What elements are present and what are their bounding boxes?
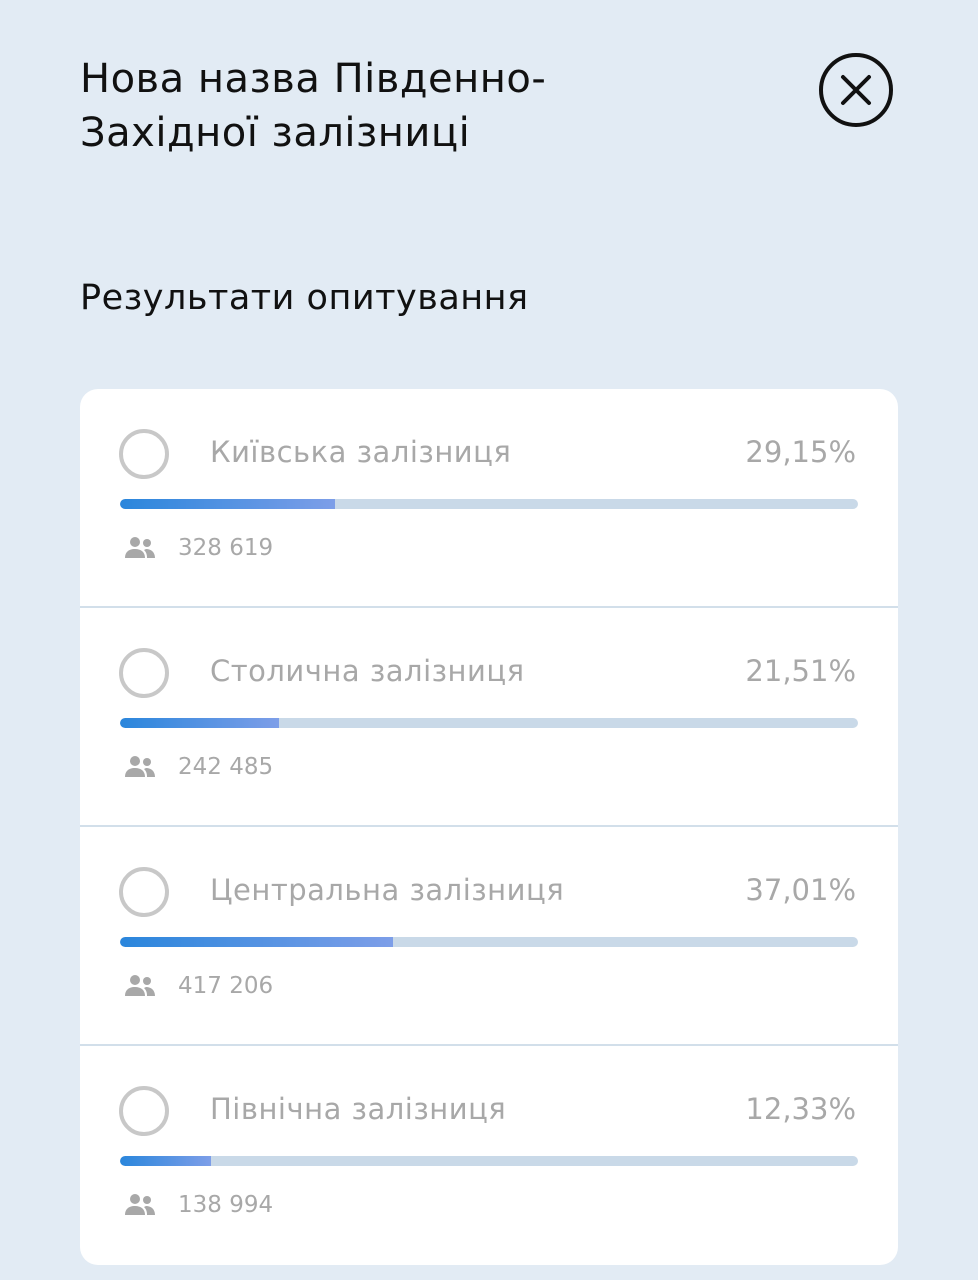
poll-option[interactable]: Київська залізниця 29,15% 328 619: [80, 389, 898, 608]
poll-option[interactable]: Центральна залізниця 37,01% 417 206: [80, 827, 898, 1046]
option-percent: 29,15%: [745, 435, 856, 469]
progress-track: [120, 1156, 858, 1166]
close-icon: [841, 75, 871, 105]
people-icon: [125, 537, 155, 558]
radio-button[interactable]: [119, 429, 169, 479]
poll-subtitle: Результати опитування: [80, 278, 529, 318]
poll-results-card: Київська залізниця 29,15% 328 619 Столич…: [80, 389, 898, 1265]
poll-option[interactable]: Столична залізниця 21,51% 242 485: [80, 608, 898, 827]
vote-count: 328 619: [178, 535, 274, 561]
poll-title: Нова назва Південно-Західної залізниці: [80, 56, 547, 156]
radio-button[interactable]: [119, 1086, 169, 1136]
progress-fill: [120, 718, 279, 728]
progress-track: [120, 937, 858, 947]
radio-button[interactable]: [119, 648, 169, 698]
radio-button[interactable]: [119, 867, 169, 917]
poll-option[interactable]: Північна залізниця 12,33% 138 994: [80, 1046, 898, 1265]
option-percent: 21,51%: [745, 654, 856, 688]
voters: 242 485: [124, 754, 273, 780]
option-percent: 12,33%: [745, 1092, 856, 1126]
option-percent: 37,01%: [745, 873, 856, 907]
progress-track: [120, 718, 858, 728]
voters: 417 206: [124, 973, 273, 999]
voters: 328 619: [124, 535, 273, 561]
vote-count: 138 994: [178, 1192, 274, 1218]
option-label: Центральна залізниця: [210, 873, 565, 907]
option-label: Північна залізниця: [210, 1092, 507, 1126]
people-icon: [125, 1194, 155, 1215]
people-icon: [125, 756, 155, 777]
vote-count: 417 206: [178, 973, 274, 999]
progress-track: [120, 499, 858, 509]
progress-fill: [120, 499, 336, 509]
option-label: Столична залізниця: [210, 654, 525, 688]
close-button[interactable]: [819, 53, 893, 127]
progress-fill: [120, 1156, 211, 1166]
voters: 138 994: [124, 1192, 273, 1218]
progress-fill: [120, 937, 394, 947]
vote-count: 242 485: [178, 754, 274, 780]
people-icon: [125, 975, 155, 996]
option-label: Київська залізниця: [210, 435, 512, 469]
